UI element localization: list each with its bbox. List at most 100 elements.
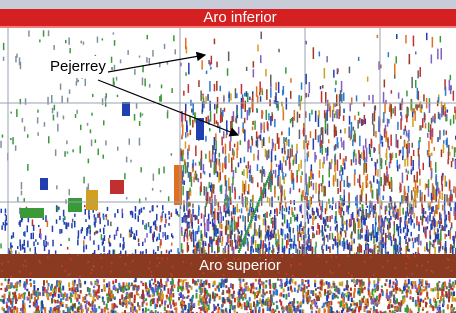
floor-echo [290,286,292,290]
echo [278,49,280,53]
floor-echo [333,281,335,283]
floor-echo [317,295,319,300]
floor-echo [199,294,201,298]
echo [420,190,422,197]
echo [408,186,410,193]
floor-echo [143,300,145,302]
echo [55,149,57,156]
echo [325,148,327,153]
echo [451,194,453,202]
floor-echo [33,280,35,284]
floor-echo [156,304,158,307]
echo [312,195,314,199]
echo [27,164,29,171]
echo [136,103,138,109]
echo [296,144,298,151]
echo [436,204,438,214]
floor-echo [221,304,223,307]
echo [367,174,369,181]
band-echo [291,255,293,257]
echo [322,175,324,184]
echo [275,82,277,90]
floor-echo [119,299,121,305]
echo [347,223,349,227]
echo [357,179,359,183]
echo [281,163,283,173]
floor-echo [263,284,265,289]
floor-echo [167,305,169,308]
echo [367,183,369,188]
band-echo [370,256,372,258]
echo [415,200,417,207]
echo [282,214,284,220]
floor-echo [341,281,343,286]
echo [33,242,35,247]
echo [155,224,157,230]
floor-echo [237,302,239,307]
floor-echo [106,304,108,310]
echo [350,225,352,227]
floor-echo [252,292,254,294]
echo [319,216,321,218]
echo [238,217,240,228]
echo [296,175,298,182]
echo [397,213,399,220]
echo [228,52,230,62]
echo [244,130,246,142]
band-echo [282,255,284,257]
floor-echo [361,288,363,293]
echo [37,117,39,123]
echo [407,175,409,181]
echo [385,100,387,104]
echo [159,96,161,101]
echo [337,160,339,171]
echo [418,247,420,252]
echo [188,84,190,93]
echo [258,135,260,138]
echo [138,243,140,246]
echo [384,80,386,88]
echo [269,137,271,143]
floor-echo [77,284,79,290]
floor-echo [129,285,131,287]
floor-echo [182,308,184,310]
echo [294,207,296,211]
floor-echo [409,309,411,313]
floor-echo [451,292,453,296]
echo [367,77,369,82]
echo [309,240,311,243]
echo [274,209,276,214]
floor-echo [68,282,70,287]
echo [342,167,344,175]
floor-echo [82,297,84,302]
echo [284,143,286,150]
echo [366,226,368,230]
echo [122,244,124,250]
echo [340,207,342,217]
echo [268,150,270,159]
floor-echo [418,285,420,290]
echo [169,217,171,220]
echo [208,221,210,224]
echo [53,45,55,50]
echo [213,145,215,150]
echo [234,187,236,191]
echo [346,206,348,213]
floor-echo [309,298,311,302]
echo [87,123,89,126]
echo [411,156,413,166]
floor-echo [232,305,234,310]
floor-echo [451,304,453,308]
echo [390,153,392,163]
echo [24,240,26,246]
echo [450,227,452,230]
floor-echo [326,295,328,301]
echo [334,146,336,151]
echo [194,173,196,177]
echo [354,221,356,233]
echo [335,127,337,137]
echo [47,221,49,228]
echo [439,191,441,200]
echo [446,131,448,135]
band-echo [407,255,409,257]
